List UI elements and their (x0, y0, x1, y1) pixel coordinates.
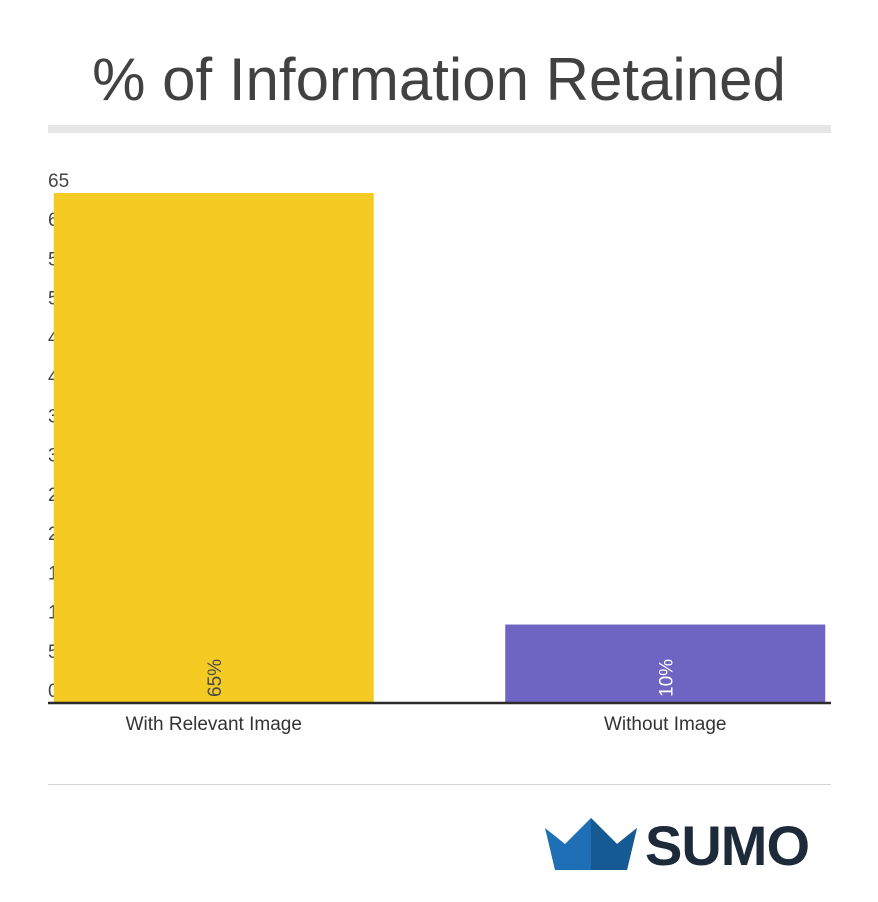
bar-value-label: 65% (205, 659, 226, 697)
bar-value-label: 10% (656, 659, 677, 697)
bar-chart: 05101520253035404550556065 65%10% With R… (48, 171, 831, 735)
bar-with-relevant-image (53, 193, 374, 703)
sumo-logo: SUMO (545, 814, 845, 880)
bar-without-image (505, 624, 826, 703)
brand-name: SUMO (645, 814, 810, 877)
y-tick-label: 65 (48, 171, 69, 192)
chart-title: % of Information Retained (92, 46, 786, 113)
bars (53, 193, 826, 703)
x-tick-label: Without Image (604, 714, 727, 735)
footer-divider (48, 784, 831, 785)
crown-icon (545, 818, 637, 870)
x-tick-label: With Relevant Image (126, 714, 302, 735)
y-tick-label: 5 (48, 642, 59, 663)
x-axis-labels: With Relevant Image Without Image (126, 714, 727, 735)
title-divider (48, 125, 831, 133)
y-tick-label: 0 (48, 681, 59, 702)
bar-value-labels: 65% 10% (205, 659, 678, 697)
